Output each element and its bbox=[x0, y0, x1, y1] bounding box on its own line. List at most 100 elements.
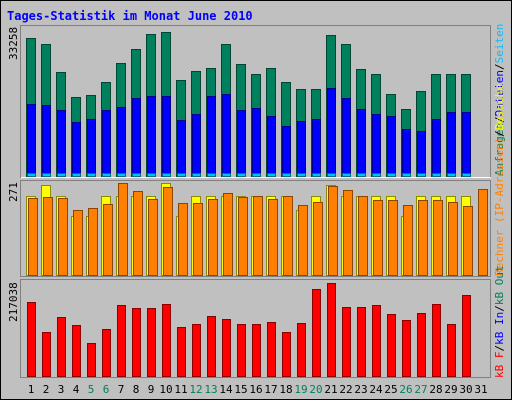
bar-kb-f-day-18 bbox=[282, 332, 291, 377]
bar-seiten-day-23 bbox=[357, 173, 366, 177]
bar-rechner-day-12 bbox=[193, 203, 203, 276]
day-label-16: 16 bbox=[249, 383, 262, 396]
bar-kb-f-day-23 bbox=[357, 307, 366, 377]
bar-kb-f-day-25 bbox=[387, 314, 396, 377]
bar-rechner-day-24 bbox=[373, 200, 383, 276]
bar-dateien-day-19 bbox=[297, 121, 306, 177]
legend-kbf: kB F bbox=[493, 352, 506, 379]
panel-visits-sites: 271 Rechner (IP-Adressen)/Besuche bbox=[7, 84, 506, 277]
day-label-3: 3 bbox=[58, 383, 65, 396]
day-label-23: 23 bbox=[354, 383, 367, 396]
bar-seiten-day-14 bbox=[222, 173, 231, 177]
bar-kb-f-day-28 bbox=[432, 304, 441, 377]
bar-rechner-day-27 bbox=[418, 200, 428, 276]
panel-hits-files-legend: Anfragen/Dateien/Seiten bbox=[493, 24, 506, 176]
bar-rechner-day-25 bbox=[388, 200, 398, 276]
bar-seiten-day-8 bbox=[132, 173, 141, 177]
bar-kb-f-day-9 bbox=[147, 308, 156, 377]
bar-kb-f-day-13 bbox=[207, 316, 216, 377]
bar-kb-f-day-1 bbox=[27, 302, 36, 377]
day-label-9: 9 bbox=[148, 383, 155, 396]
bar-rechner-day-1 bbox=[28, 198, 38, 276]
bar-seiten-day-12 bbox=[192, 173, 201, 177]
bar-dateien-day-12 bbox=[192, 114, 201, 177]
day-label-26: 26 bbox=[399, 383, 412, 396]
bar-kb-f-day-20 bbox=[312, 289, 321, 377]
day-label-2: 2 bbox=[43, 383, 50, 396]
bar-rechner-day-4 bbox=[73, 210, 83, 276]
bar-rechner-day-17 bbox=[268, 199, 278, 276]
bar-kb-f-day-29 bbox=[447, 324, 456, 377]
bar-dateien-day-5 bbox=[87, 119, 96, 177]
day-label-6: 6 bbox=[103, 383, 110, 396]
bar-kb-f-day-19 bbox=[297, 323, 306, 377]
day-label-29: 29 bbox=[444, 383, 457, 396]
panel-kbytes-bars bbox=[27, 283, 471, 377]
bar-kb-f-day-7 bbox=[117, 305, 126, 377]
bar-dateien-day-25 bbox=[387, 116, 396, 177]
chart-title: Tages-Statistik im Monat June 2010 bbox=[7, 9, 253, 23]
bar-seiten-day-24 bbox=[372, 173, 381, 177]
bar-rechner-day-22 bbox=[343, 190, 353, 276]
bar-kb-f-day-27 bbox=[417, 313, 426, 377]
panel-visits-sites-legend: Rechner (IP-Adressen)/Besuche bbox=[493, 84, 506, 276]
day-label-10: 10 bbox=[159, 383, 172, 396]
bar-dateien-day-15 bbox=[237, 110, 246, 177]
bar-seiten-day-1 bbox=[27, 173, 36, 177]
bar-seiten-day-29 bbox=[447, 173, 456, 177]
bar-seiten-day-16 bbox=[252, 173, 261, 177]
bar-rechner-day-7 bbox=[118, 183, 128, 276]
bar-dateien-day-26 bbox=[402, 129, 411, 177]
panel-visits-sites-bars bbox=[26, 183, 488, 276]
legend-sep-1: / bbox=[493, 116, 506, 123]
bar-rechner-day-13 bbox=[208, 199, 218, 276]
bar-kb-f-day-21 bbox=[327, 283, 336, 377]
x-axis-day-labels: 1 2 3 4 5 6 7 8 9 10 11 12 13 14 15 16 17 18 19 20 21 22 23 24 2… bbox=[28, 383, 488, 396]
bar-rechner-day-11 bbox=[178, 203, 188, 276]
bar-dateien-day-2 bbox=[42, 105, 51, 177]
bar-seiten-day-7 bbox=[117, 173, 126, 177]
bar-kb-f-day-3 bbox=[57, 317, 66, 377]
bar-kb-f-day-26 bbox=[402, 320, 411, 377]
bar-dateien-day-23 bbox=[357, 109, 366, 177]
bar-dateien-day-8 bbox=[132, 98, 141, 177]
bar-rechner-day-8 bbox=[133, 191, 143, 276]
bar-rechner-day-10 bbox=[163, 187, 173, 276]
bar-seiten-day-30 bbox=[462, 173, 471, 177]
bar-rechner-day-9 bbox=[148, 199, 158, 276]
bar-rechner-day-16 bbox=[253, 196, 263, 276]
panel-kbytes-legend: kB F/kB In/kB Out bbox=[493, 265, 506, 378]
bar-seiten-day-9 bbox=[147, 173, 156, 177]
bar-rechner-day-14 bbox=[223, 193, 233, 276]
bar-seiten-day-3 bbox=[57, 173, 66, 177]
day-label-25: 25 bbox=[384, 383, 397, 396]
panel-hits-files-bars bbox=[26, 32, 471, 177]
legend-sep-5: / bbox=[493, 305, 506, 312]
bar-kb-f-day-10 bbox=[162, 304, 171, 377]
day-label-30: 30 bbox=[459, 383, 472, 396]
bar-kb-f-day-16 bbox=[252, 324, 261, 377]
panel-visits-sites-ymax: 271 bbox=[7, 182, 20, 202]
bar-seiten-day-27 bbox=[417, 173, 426, 177]
day-label-11: 11 bbox=[174, 383, 187, 396]
bar-dateien-day-1 bbox=[27, 104, 36, 177]
bar-dateien-day-13 bbox=[207, 96, 216, 177]
legend-dateien: Dateien bbox=[493, 70, 506, 116]
bar-rechner-day-21 bbox=[328, 186, 338, 276]
bar-seiten-day-26 bbox=[402, 173, 411, 177]
legend-kbin: kB In bbox=[493, 312, 506, 345]
day-label-20: 20 bbox=[309, 383, 322, 396]
bar-kb-f-day-14 bbox=[222, 319, 231, 377]
day-label-4: 4 bbox=[73, 383, 80, 396]
bar-kb-f-day-6 bbox=[102, 329, 111, 377]
bar-kb-f-day-30 bbox=[462, 295, 471, 377]
bar-dateien-day-16 bbox=[252, 108, 261, 177]
panel-hits-files-ymax: 33258 bbox=[7, 27, 20, 60]
legend-besuche: Besuche bbox=[493, 84, 506, 130]
bar-rechner-day-28 bbox=[433, 200, 443, 276]
day-label-13: 13 bbox=[204, 383, 217, 396]
bar-dateien-day-28 bbox=[432, 119, 441, 177]
day-label-19: 19 bbox=[294, 383, 307, 396]
legend-anfragen: Anfragen bbox=[493, 123, 506, 176]
